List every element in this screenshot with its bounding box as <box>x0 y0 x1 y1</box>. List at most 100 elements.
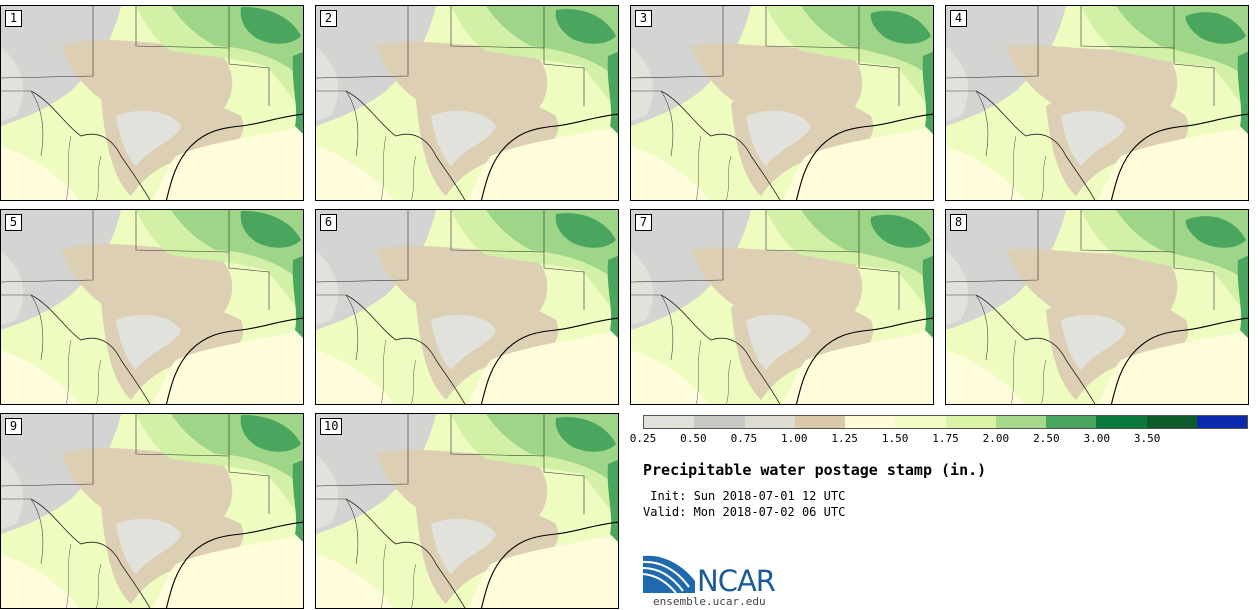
ncar-logo-text: NCAR <box>697 564 776 598</box>
state-boundary <box>631 90 674 157</box>
precipitable-water-map <box>946 210 1248 404</box>
moist-south-west-area <box>946 146 1025 200</box>
member-number: 9 <box>5 418 22 435</box>
international-border <box>30 294 151 404</box>
dry-region-west <box>631 6 751 126</box>
colorbar-swatch <box>794 416 845 428</box>
dry-region-far-west <box>316 250 339 325</box>
wettest-region-east <box>607 255 618 338</box>
state-boundary <box>1 294 44 361</box>
precipitable-water-map <box>316 6 618 200</box>
dry-region-far-west <box>316 454 339 529</box>
ensemble-member-panel-4: 4 <box>945 5 1249 201</box>
moist-south-west-area <box>316 146 395 200</box>
colorbar-label: 1.00 <box>781 432 808 445</box>
member-number: 8 <box>950 214 967 231</box>
ensemble-member-panel-9: 9 <box>0 413 304 609</box>
colorbar-label: 0.75 <box>730 432 758 445</box>
state-boundary <box>381 135 417 200</box>
ncar-logo-icon <box>643 555 695 594</box>
dry-region-west <box>1 414 121 534</box>
international-border <box>660 90 781 200</box>
colorbar-swatch <box>995 416 1046 428</box>
dry-core-texas <box>431 314 496 370</box>
dry-region-west <box>316 6 436 126</box>
international-border <box>30 90 151 200</box>
colorbar-label: 3.50 <box>1133 432 1161 445</box>
state-boundary <box>66 135 102 200</box>
state-boundary <box>696 135 732 200</box>
state-boundary <box>450 414 585 514</box>
international-border <box>30 498 151 608</box>
state-boundary <box>381 339 417 404</box>
dry-region-far-west <box>946 250 969 325</box>
coastline <box>480 521 618 608</box>
state-boundary <box>66 543 102 608</box>
state-boundary <box>631 210 724 283</box>
state-boundary <box>1 414 94 487</box>
international-border <box>345 294 466 404</box>
ensemble-member-panel-3: 3 <box>630 5 934 201</box>
dry-region-west <box>316 210 436 330</box>
coastline <box>1110 317 1248 404</box>
precipitable-water-map <box>1 6 303 200</box>
colorbar-swatch <box>845 416 896 428</box>
coastline <box>480 317 618 404</box>
wettest-region-north <box>240 210 301 248</box>
colorbar-label: 3.00 <box>1083 432 1111 445</box>
state-boundary <box>135 414 270 514</box>
colorbar-label: 2.50 <box>1033 432 1060 445</box>
colorbar-swatch <box>1146 416 1197 428</box>
state-boundary <box>1011 135 1047 200</box>
moist-south-west-area <box>631 146 710 200</box>
state-boundary <box>1080 210 1215 310</box>
state-boundary <box>1011 339 1047 404</box>
moist-coastal-area <box>152 534 303 608</box>
state-boundary <box>450 210 585 310</box>
ensemble-member-panel-2: 2 <box>315 5 619 201</box>
wettest-region-east <box>1237 51 1248 134</box>
moist-south-west-area <box>631 350 710 404</box>
moist-coastal-area <box>467 534 618 608</box>
wettest-region-north <box>555 417 616 452</box>
wettest-region-north <box>1185 216 1246 248</box>
dry-region-far-west <box>631 250 654 325</box>
precipitable-water-map <box>631 210 933 404</box>
valid-time: Valid: Mon 2018-07-02 06 UTC <box>643 505 846 519</box>
colorbar-swatch <box>644 416 695 428</box>
wettest-region-north <box>555 9 616 44</box>
member-number: 10 <box>320 418 343 435</box>
colorbar-swatch <box>1096 416 1147 428</box>
colorbar-label: 1.25 <box>831 432 858 445</box>
moist-south-west-area <box>316 350 395 404</box>
ensemble-member-panel-10: 10 <box>315 413 619 609</box>
moist-coastal-area <box>782 126 933 200</box>
colorbar-swatch <box>744 416 795 428</box>
coastline <box>1110 113 1248 200</box>
state-boundary <box>135 6 270 106</box>
state-boundary <box>316 210 409 283</box>
moist-south-west-area <box>1 554 80 608</box>
international-border <box>975 294 1096 404</box>
wettest-region-north <box>870 214 931 248</box>
dry-region-west <box>946 210 1066 330</box>
colorbar-label: 1.75 <box>932 432 959 445</box>
dry-core-texas <box>116 314 181 370</box>
dry-region-far-west <box>1 250 24 325</box>
colorbar-label: 0.25 <box>629 432 657 445</box>
dry-core-texas <box>1061 314 1126 370</box>
member-number: 2 <box>320 10 337 27</box>
wettest-region-north <box>870 10 931 44</box>
state-boundary <box>631 294 674 361</box>
moist-coastal-area <box>1097 330 1248 404</box>
ensemble-member-panel-5: 5 <box>0 209 304 405</box>
dry-core-texas <box>431 518 496 574</box>
colorbar-swatch <box>1046 416 1097 428</box>
dry-region-west <box>631 210 751 330</box>
state-boundary <box>696 339 732 404</box>
init-time: Init: Sun 2018-07-01 12 UTC <box>643 489 846 503</box>
colorbar-swatch <box>895 416 946 428</box>
international-border <box>660 294 781 404</box>
ensemble-member-panel-8: 8 <box>945 209 1249 405</box>
dry-region-far-west <box>316 46 339 121</box>
